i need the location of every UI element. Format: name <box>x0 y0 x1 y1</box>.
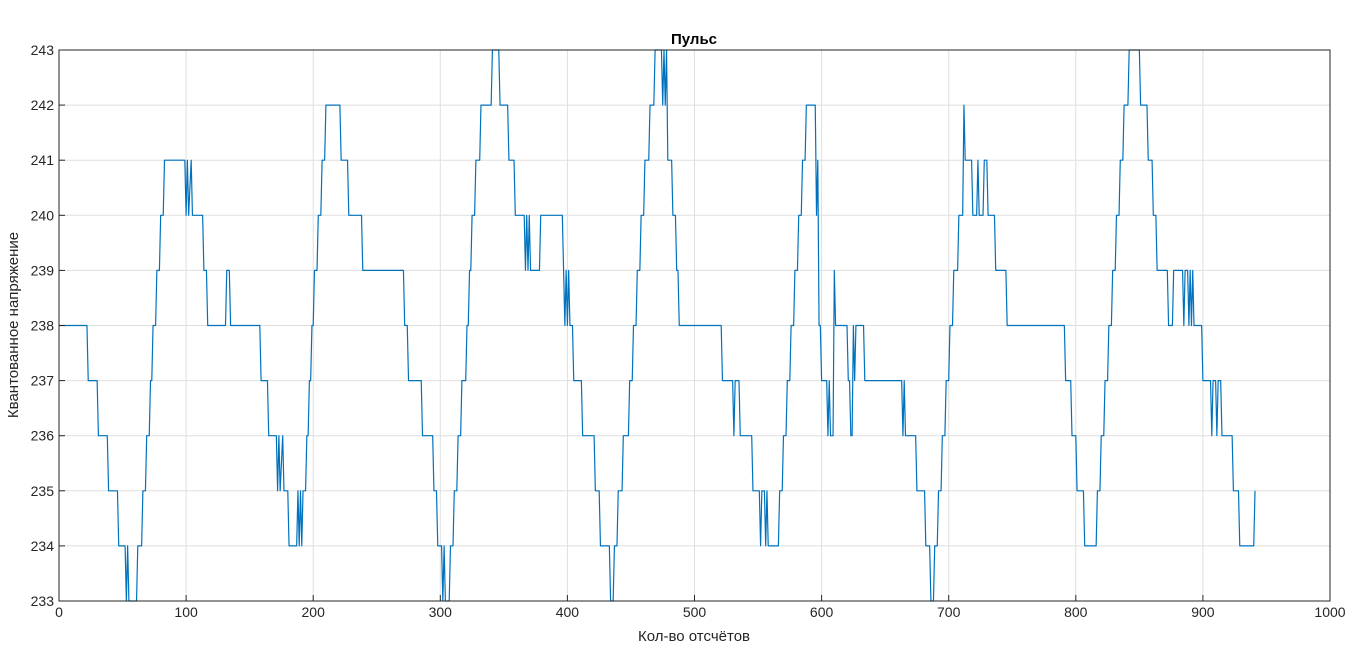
x-tick-label: 600 <box>810 604 834 620</box>
x-tick-label: 900 <box>1191 604 1215 620</box>
x-tick-label: 1000 <box>1314 604 1345 620</box>
y-tick-label: 235 <box>31 483 55 499</box>
x-tick-label: 100 <box>174 604 198 620</box>
x-axis-label: Кол-во отсчётов <box>638 628 750 645</box>
y-tick-label: 243 <box>31 42 55 58</box>
y-tick-label: 242 <box>31 97 55 113</box>
y-axis-label: Квантованное напряжение <box>5 232 22 418</box>
y-tick-label: 234 <box>31 538 55 554</box>
y-tick-label: 241 <box>31 152 55 168</box>
series-line <box>59 49 1256 602</box>
x-axis: 0 100 200 300 400 500 600 700 800 900 1000 <box>55 595 1346 620</box>
y-tick-label: 236 <box>31 428 55 444</box>
series-layer <box>59 49 1256 602</box>
y-tick-label: 237 <box>31 373 55 389</box>
y-tick-label: 240 <box>31 207 55 223</box>
x-tick-label: 200 <box>302 604 326 620</box>
x-tick-label: 500 <box>683 604 707 620</box>
y-axis: 233 234 235 236 237 238 239 240 241 242 243 <box>31 42 65 609</box>
y-tick-label: 233 <box>31 593 55 609</box>
y-tick-label: 238 <box>31 318 55 334</box>
x-tick-label: 800 <box>1064 604 1088 620</box>
x-tick-label: 700 <box>937 604 961 620</box>
x-tick-label: 400 <box>556 604 580 620</box>
x-tick-label: 300 <box>429 604 453 620</box>
chart-title: Пульс <box>671 31 717 48</box>
y-tick-label: 239 <box>31 262 55 278</box>
x-tick-label: 0 <box>55 604 63 620</box>
